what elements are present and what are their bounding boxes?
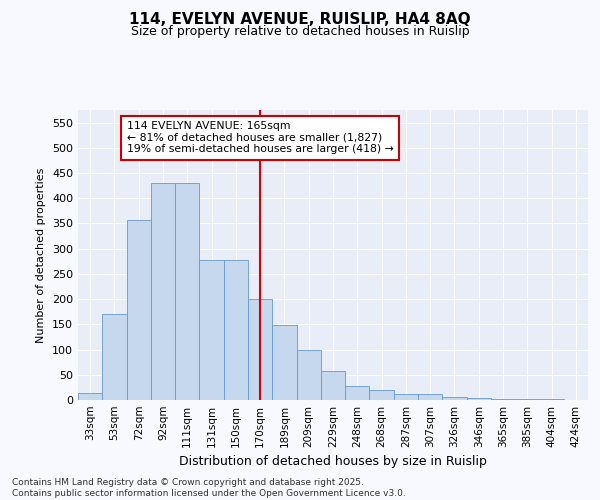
Bar	[151, 183, 175, 400]
Bar	[491, 399, 515, 400]
Bar	[394, 394, 418, 400]
Bar	[418, 394, 442, 400]
Bar	[175, 183, 199, 400]
Bar	[102, 314, 127, 400]
Bar	[248, 299, 272, 400]
X-axis label: Distribution of detached houses by size in Ruislip: Distribution of detached houses by size …	[179, 456, 487, 468]
Bar	[442, 398, 467, 400]
Bar	[127, 220, 151, 400]
Y-axis label: Number of detached properties: Number of detached properties	[37, 168, 46, 342]
Bar	[321, 370, 345, 400]
Bar	[296, 350, 321, 400]
Text: Contains HM Land Registry data © Crown copyright and database right 2025.
Contai: Contains HM Land Registry data © Crown c…	[12, 478, 406, 498]
Text: 114, EVELYN AVENUE, RUISLIP, HA4 8AQ: 114, EVELYN AVENUE, RUISLIP, HA4 8AQ	[129, 12, 471, 28]
Text: Size of property relative to detached houses in Ruislip: Size of property relative to detached ho…	[131, 25, 469, 38]
Bar	[78, 394, 102, 400]
Bar	[345, 386, 370, 400]
Bar	[199, 260, 224, 400]
Bar	[467, 398, 491, 400]
Bar	[272, 326, 296, 400]
Text: 114 EVELYN AVENUE: 165sqm
← 81% of detached houses are smaller (1,827)
19% of se: 114 EVELYN AVENUE: 165sqm ← 81% of detac…	[127, 121, 394, 154]
Bar	[370, 390, 394, 400]
Bar	[224, 260, 248, 400]
